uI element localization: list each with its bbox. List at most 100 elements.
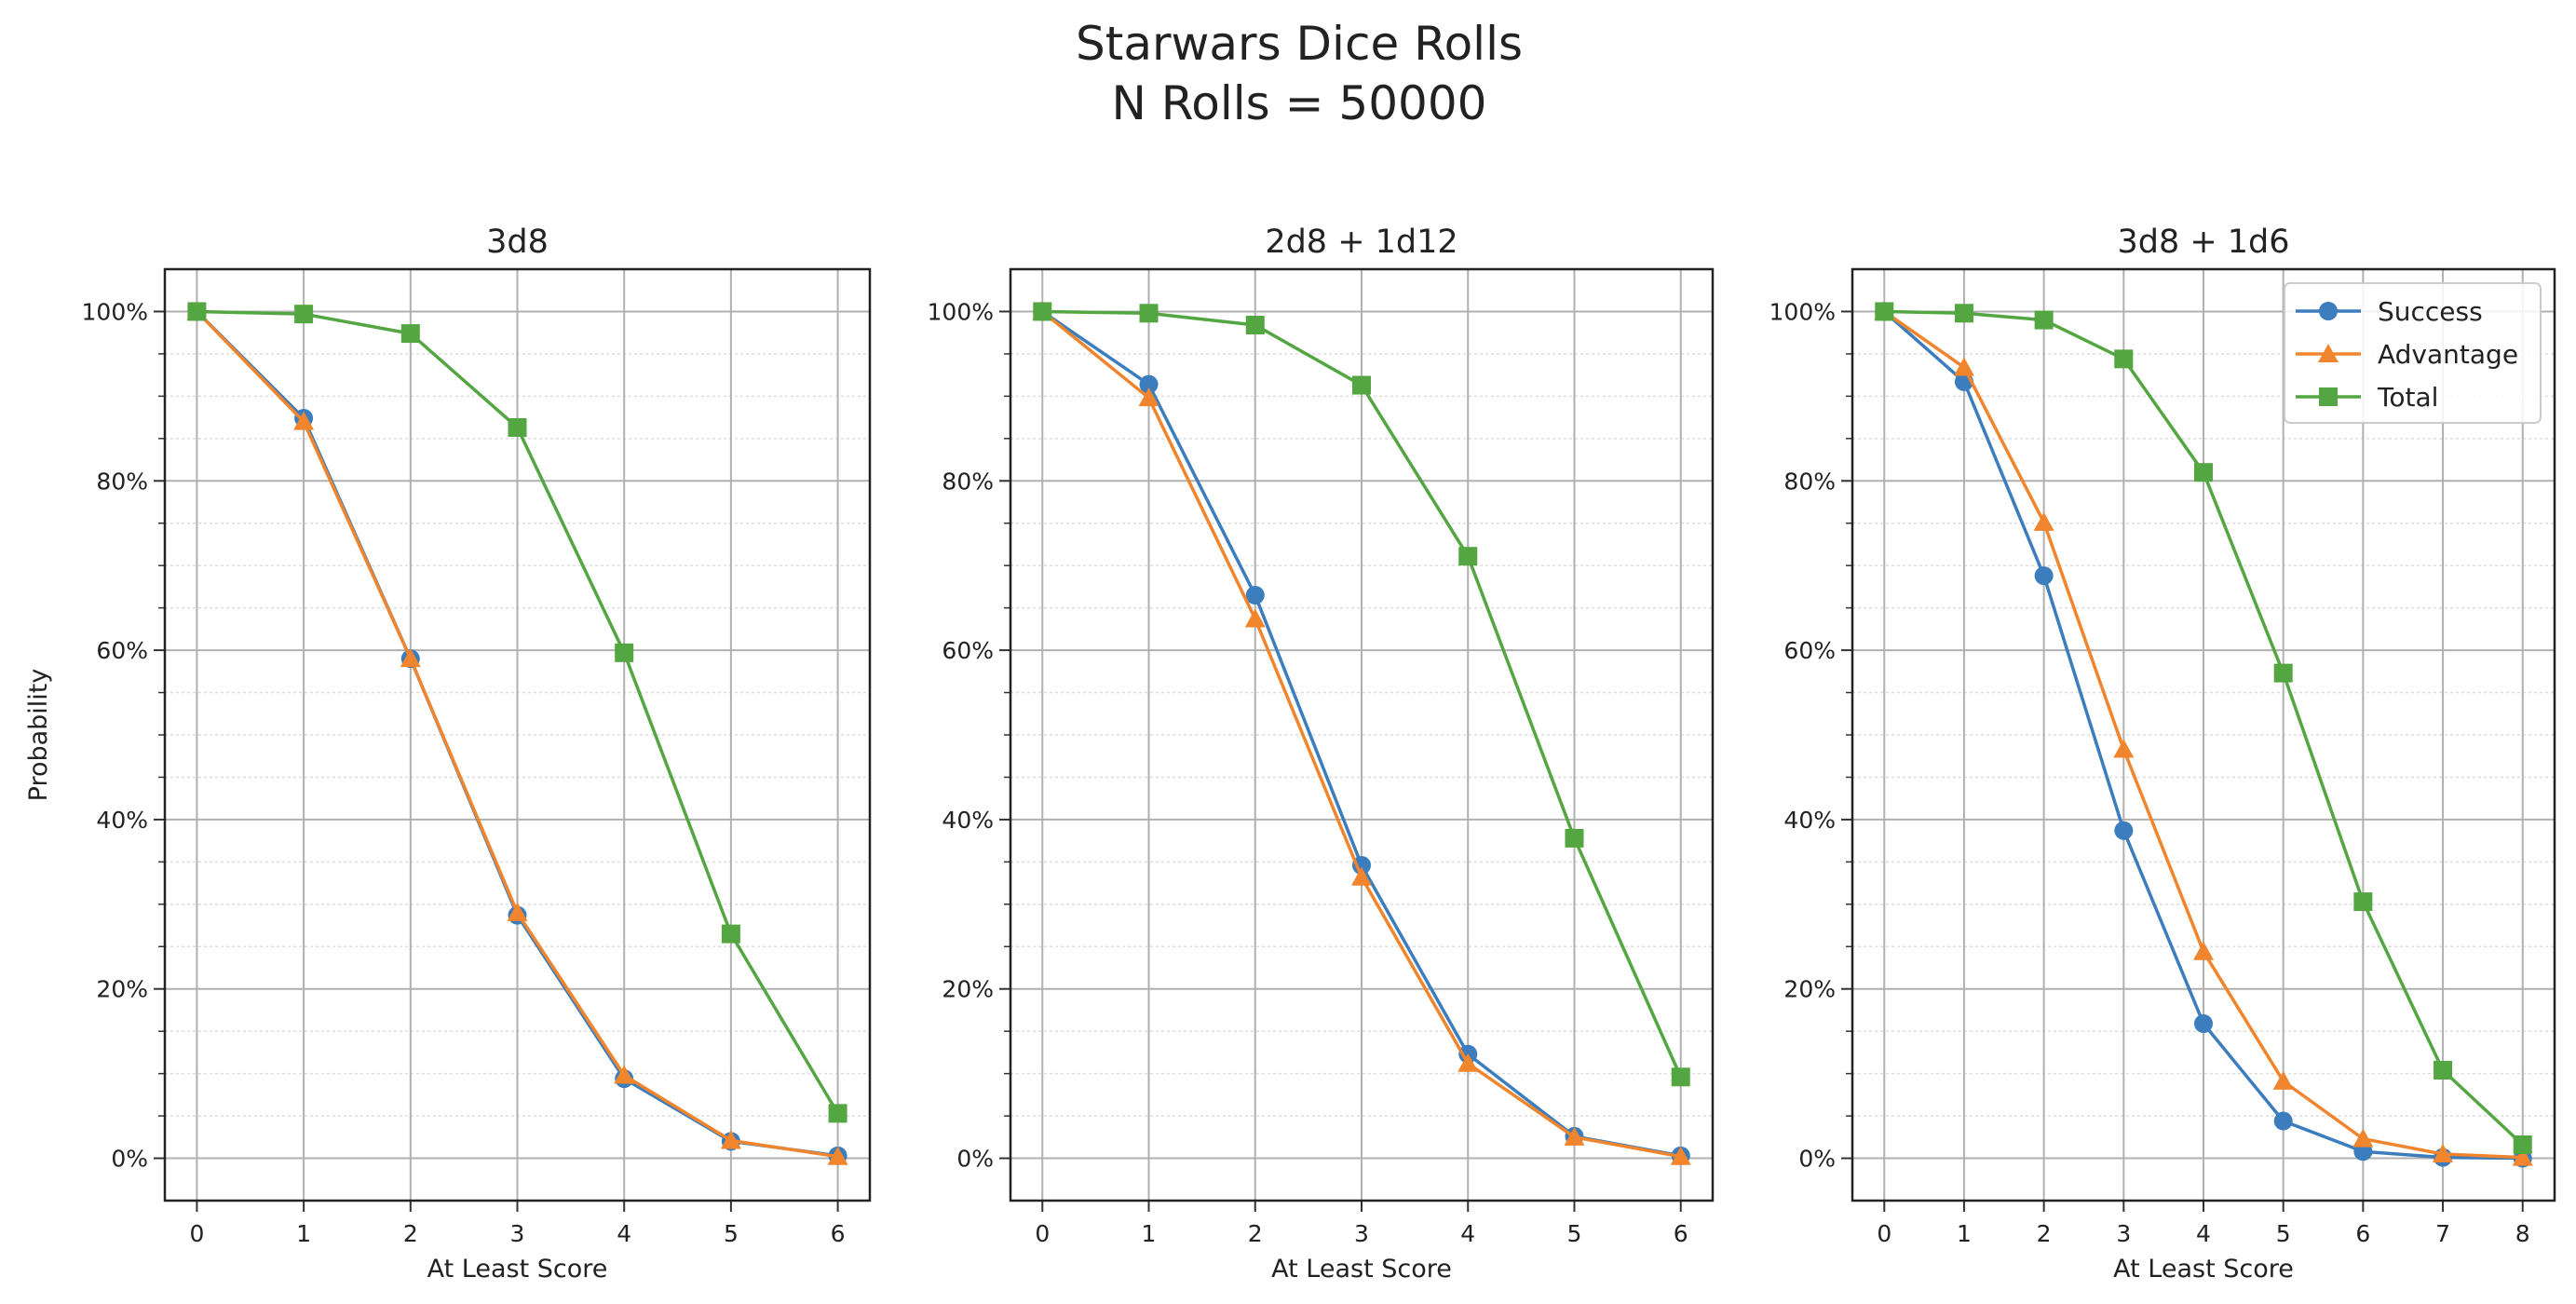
ytick-label: 100% <box>82 298 148 325</box>
data-point <box>1458 547 1478 566</box>
ytick-label: 60% <box>942 637 994 664</box>
data-point <box>1244 608 1266 628</box>
data-point <box>2114 821 2134 840</box>
data-point <box>507 902 528 921</box>
data-point <box>2034 310 2054 330</box>
ytick-label: 20% <box>1783 976 1836 1003</box>
data-point <box>615 643 634 662</box>
data-point <box>2193 941 2214 960</box>
data-point <box>614 1065 635 1084</box>
xtick-label: 2 <box>403 1220 418 1247</box>
data-point <box>720 1130 741 1149</box>
xtick-label: 4 <box>2196 1220 2211 1247</box>
ytick-label: 60% <box>96 637 148 664</box>
legend: Success Advantage Total <box>2284 282 2542 424</box>
xtick-label: 0 <box>1035 1220 1050 1247</box>
subplot-title: 3d8 <box>486 224 549 261</box>
ytick-label: 60% <box>1783 637 1836 664</box>
xtick-label: 8 <box>2515 1220 2530 1247</box>
xtick-label: 6 <box>2355 1220 2370 1247</box>
subplot-2: 0% 20% 40% 60% 80% 100% 0 1 2 3 4 5 6 2d8 + 1d12 At Le… <box>928 224 1715 1284</box>
data-point <box>1245 316 1265 334</box>
xtick-label: 6 <box>831 1220 846 1247</box>
legend-box <box>2284 282 2542 424</box>
data-point <box>400 324 420 344</box>
data-point <box>1138 387 1159 407</box>
legend-item-total: Total <box>2296 382 2438 413</box>
axes-frame <box>1851 267 2556 1202</box>
ytick-label: 40% <box>96 807 148 834</box>
series-total <box>187 302 847 1123</box>
series-total <box>1875 302 2532 1154</box>
ytick-label: 20% <box>942 976 994 1003</box>
data-point <box>828 1104 847 1123</box>
data-point <box>294 305 314 324</box>
ytick-label: 0% <box>1798 1146 1836 1173</box>
ytick-label: 100% <box>928 298 994 325</box>
x-axis-label: At Least Score <box>1271 1255 1452 1284</box>
data-point <box>1352 375 1371 395</box>
ytick-label: 80% <box>942 468 994 495</box>
data-point <box>1671 1067 1690 1087</box>
suptitle-line-2: N Rolls = 50000 <box>1112 76 1487 130</box>
data-point <box>827 1146 848 1165</box>
data-point <box>1564 1126 1585 1146</box>
data-point <box>508 418 527 437</box>
axes-frame <box>163 267 872 1202</box>
xtick-label: 0 <box>189 1220 204 1247</box>
suptitle-line-1: Starwars Dice Rolls <box>1076 17 1523 71</box>
data-point <box>2194 1014 2213 1033</box>
ytick-label: 40% <box>1783 807 1836 834</box>
data-point <box>2272 1070 2294 1090</box>
data-point <box>1457 1053 1479 1072</box>
data-point <box>2512 1147 2533 1166</box>
data-point <box>400 648 421 668</box>
data-point <box>187 302 207 321</box>
subplot-3: 0% 20% 40% 60% 80% 100% 0 1 2 3 4 5 6 7 8 3d8 + 1d6 At L… <box>1769 224 2556 1284</box>
data-point <box>2353 892 2373 912</box>
ytick-label: 80% <box>1783 468 1836 495</box>
data-point <box>2194 463 2213 482</box>
xtick-label: 1 <box>1142 1220 1157 1247</box>
data-point <box>1033 302 1052 321</box>
legend-marker <box>2319 387 2338 406</box>
legend-item-success: Success <box>2296 296 2483 327</box>
data-point <box>1670 1146 1691 1165</box>
data-point <box>2513 1135 2532 1154</box>
xtick-label: 4 <box>617 1220 631 1247</box>
legend-marker <box>2318 344 2339 362</box>
data-point <box>1954 304 1973 323</box>
subplot-title: 2d8 + 1d12 <box>1265 224 1457 261</box>
data-point <box>1245 586 1265 604</box>
xtick-label: 1 <box>1957 1220 1972 1247</box>
xtick-label: 7 <box>2435 1220 2450 1247</box>
ytick-label: 100% <box>1769 298 1836 325</box>
xtick-label: 3 <box>510 1220 525 1247</box>
data-point <box>2033 511 2054 531</box>
xtick-label: 5 <box>1567 1220 1582 1247</box>
subplot-title: 3d8 + 1d6 <box>2117 224 2289 261</box>
data-point <box>2034 566 2054 586</box>
ytick-label: 80% <box>96 468 148 495</box>
ytick-label: 20% <box>96 976 148 1003</box>
data-point <box>2434 1061 2453 1080</box>
x-axis-label: At Least Score <box>427 1255 608 1284</box>
data-point <box>2433 1144 2454 1162</box>
data-point <box>1351 866 1372 886</box>
ytick-label: 40% <box>942 807 994 834</box>
legend-label: Success <box>2378 296 2483 327</box>
axes-frame <box>1009 267 1715 1202</box>
data-point <box>1139 304 1159 323</box>
data-point <box>721 924 740 944</box>
data-point <box>2114 349 2134 369</box>
data-point <box>1565 828 1584 848</box>
xtick-label: 3 <box>1354 1220 1369 1247</box>
legend-marker <box>2319 302 2338 320</box>
legend-label: Total <box>2377 382 2438 413</box>
data-point <box>2352 1128 2374 1148</box>
xtick-label: 2 <box>1248 1220 1263 1247</box>
xtick-label: 6 <box>1674 1220 1688 1247</box>
subplot-1: 0% 20% 40% 60% 80% 100% 0 1 2 3 4 5 6 3d8 At Least Sco… <box>24 224 872 1284</box>
ytick-label: 0% <box>111 1146 148 1173</box>
data-point <box>1953 357 1974 376</box>
